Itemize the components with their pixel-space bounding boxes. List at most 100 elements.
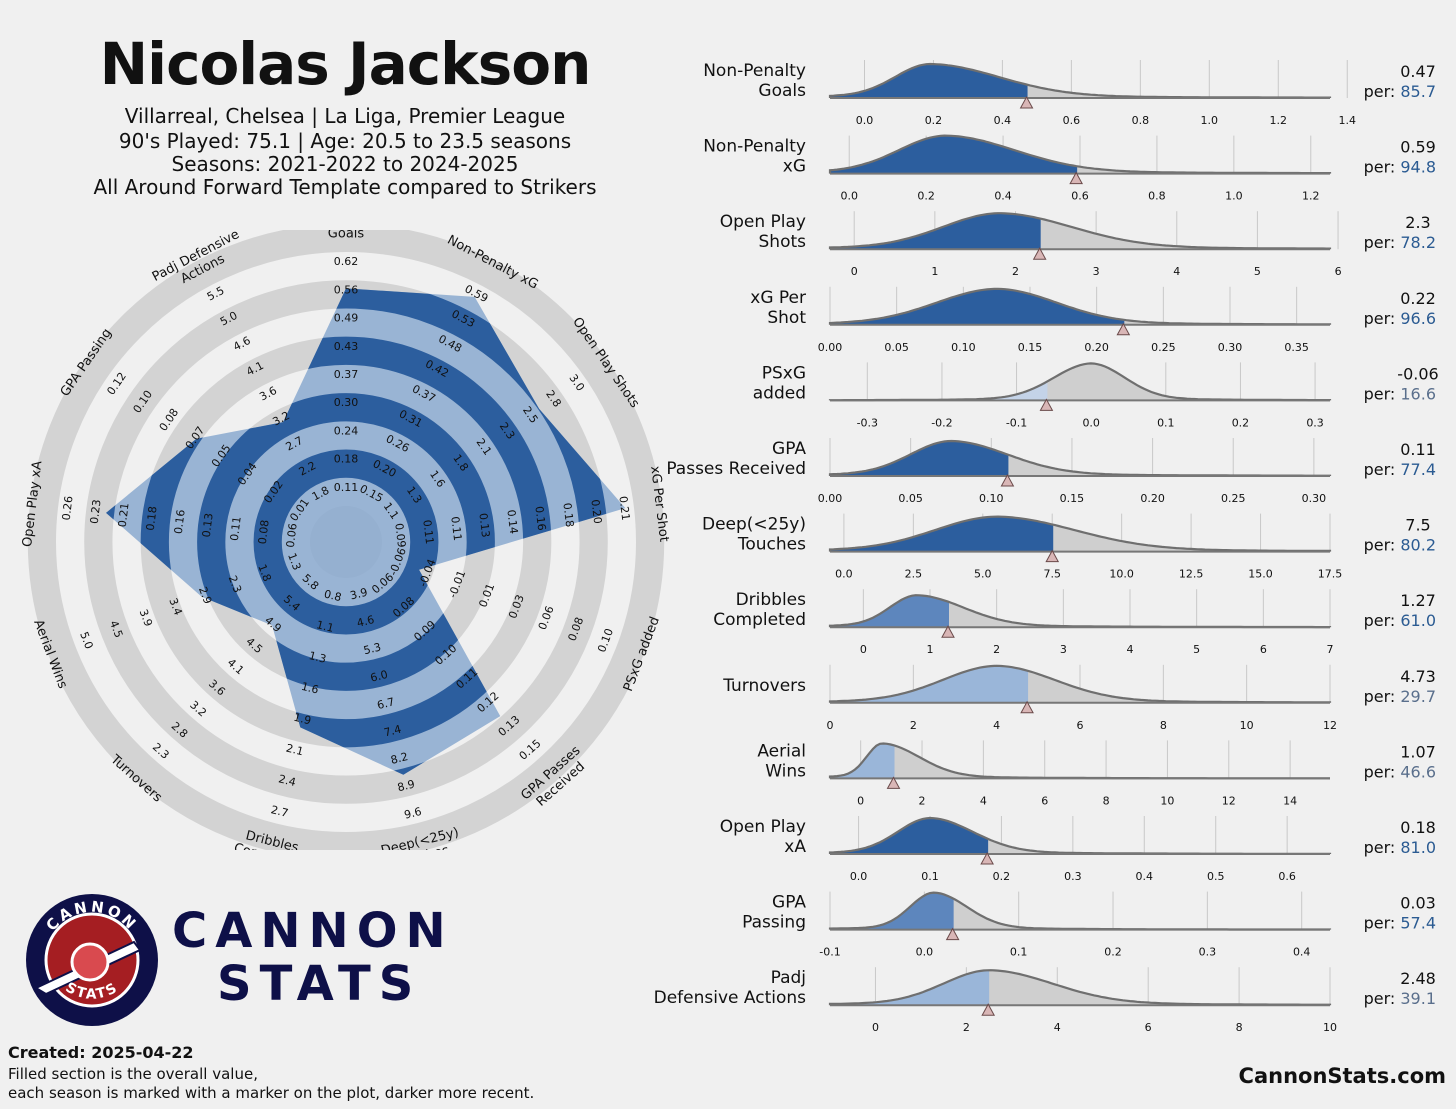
density-tick-label: 8 [1236,1021,1243,1034]
metric-value: 1.07 [1400,742,1436,761]
density-tick-label: 10 [1240,719,1254,732]
density-tick-label: 0.0 [835,568,853,581]
density-tick-label: 0.3 [1064,870,1082,883]
density-tick-label: 0.3 [1199,946,1217,959]
density-tick-label: 0.1 [1010,946,1027,959]
radar-tick-label: 0.62 [334,255,359,268]
metric-label: Open Play xA [720,817,807,857]
density-tick-label: 0.6 [1278,870,1296,883]
radar-tick-label: 2.4 [277,772,297,789]
density-tick-label: 0 [860,643,867,656]
radar-tick-label: 0.20 [588,499,604,525]
density-tick-label: 1.0 [1225,190,1243,203]
density-tick-label: 6 [1145,1021,1152,1034]
density-tick-label: 0.0 [850,870,868,883]
radar-tick-label: 0.49 [334,312,359,325]
density-tick-label: 2 [963,1021,970,1034]
metric-percentile: per: 94.8 [1364,158,1436,177]
density-tick-label: 0.20 [1140,492,1165,505]
density-tick-label: 3 [1060,643,1067,656]
density-area [830,595,1330,628]
radar-tick-label: 0.18 [560,502,576,528]
density-tick-label: 5.0 [974,568,992,581]
density-tick-label: 0.0 [840,190,858,203]
radar-tick-label: 0.18 [144,505,160,531]
footer-note-line2: each season is marked with a marker on t… [8,1084,535,1102]
subtitle-played-age: 90's Played: 75.1 | Age: 20.5 to 23.5 se… [118,129,572,153]
radar-tick-label: 0.14 [504,509,520,535]
radar-filled-ring [197,393,495,691]
radar-tick-label: 0.16 [172,509,188,535]
radar-tick-label: 8.2 [389,750,409,767]
radar-tick-label: 0.11 [448,516,464,542]
density-tick-label: 0.4 [994,190,1012,203]
radar-tick-label: 0.26 [60,495,76,521]
cannon-stats-logo: CANNON STATS [26,894,158,1026]
radar-tick-label: 0.11 [228,516,244,542]
season-marker-icon [980,851,994,865]
metric-percentile: per: 81.0 [1364,838,1436,857]
metric-label: Deep(<25y) Touches [702,515,806,555]
density-tick-label: 0.05 [884,341,909,354]
footer-note-line1: Filled section is the overall value, [8,1065,258,1083]
radar-tick-label: 0.24 [334,424,359,437]
season-marker-icon [1045,549,1060,563]
radar-tick-label: 2.9 [196,585,214,606]
season-marker-icon [1116,322,1131,336]
radar-tick-label: 0.11 [420,519,436,545]
density-tick-label: -0.1 [819,946,840,959]
density-tick-label: -0.3 [857,416,878,429]
density-tick-label: 0.2 [1232,416,1250,429]
brand-word-stats: STATS [217,956,422,1012]
radar-tick-label: 1.8 [255,562,273,583]
radar-tick-label: 0.8 [323,587,343,604]
density-tick-label: 0.10 [979,492,1004,505]
season-marker-icon [1020,700,1034,714]
season-marker-icon [1039,398,1054,411]
density-tick-label: 0.0 [856,114,874,127]
density-tick-label: 17.5 [1318,568,1343,581]
radar-tick-label: 2.7 [270,803,290,820]
metric-value: 0.18 [1400,818,1436,837]
metric-value: 0.22 [1400,289,1436,308]
density-tick-label: 0.30 [1302,492,1327,505]
metric-value: 0.03 [1400,894,1436,913]
radar-tick-label: 4.5 [107,619,125,640]
density-tick-label: 0.8 [1148,190,1166,203]
density-filled-section [830,818,988,854]
metric-percentile: per: 96.6 [1364,309,1436,328]
radar-tick-label: 9.6 [403,805,423,822]
density-tick-label: 12.5 [1179,568,1204,581]
density-tick-label: 1 [931,265,938,278]
density-tick-label: 8 [1160,719,1167,732]
density-tick-label: 0.20 [1084,341,1109,354]
radar-tick-label: 0.06 [284,522,300,548]
density-tick-label: 0.8 [1132,114,1150,127]
metric-percentile: per: 78.2 [1364,233,1436,252]
radar-tick-label: 1.3 [285,551,303,572]
radar-tick-label: 3.9 [349,586,369,603]
radar-tick-label: 5.3 [362,640,382,657]
distribution-charts: 0.0 0.2 0.4 0.6 0.8 1.0 1.2 1.4 Non-Penalty Goals… [654,60,1439,1034]
radar-tick-label: 1.3 [308,649,328,666]
metric-percentile: per: 57.4 [1364,914,1436,933]
density-tick-label: 2 [910,719,917,732]
density-tick-label: 0 [872,1021,879,1034]
radar-tick-label: 0.21 [616,495,632,521]
density-tick-label: 0.15 [1060,492,1085,505]
density-tick-label: 0.00 [818,492,843,505]
season-marker-icon [1069,171,1083,185]
density-filled-section [830,213,1040,250]
density-row: 0.0 0.1 0.2 0.3 0.4 0.5 0.6 Open Play xA 0.18per:… [720,816,1436,883]
density-filled-section [830,135,1077,174]
density-filled-section [830,441,1008,476]
metric-value: 1.27 [1400,591,1436,610]
density-filled-section [830,595,948,628]
metric-percentile: per: 77.4 [1364,460,1436,479]
density-tick-label: 0.35 [1284,341,1309,354]
radar-tick-label: 0.10 [595,627,616,655]
metric-label: PSxG added [753,363,806,403]
density-tick-label: 2.5 [905,568,923,581]
density-tick-label: 6 [1260,643,1267,656]
